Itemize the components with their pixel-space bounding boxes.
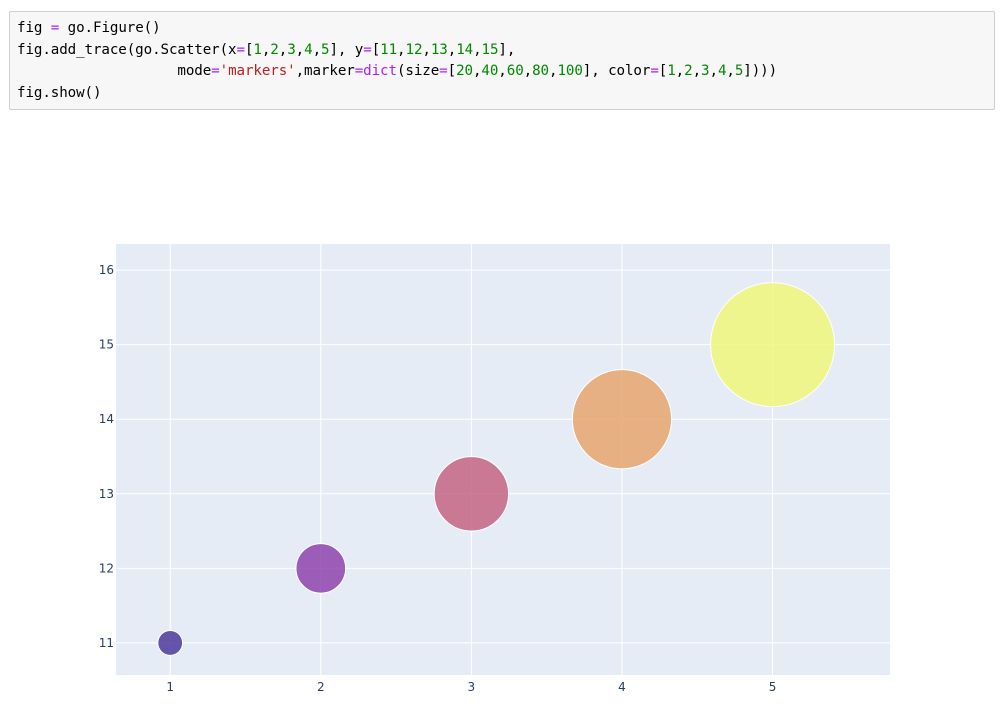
- code-token: 5: [734, 63, 744, 79]
- code-cell[interactable]: fig = go.Figure() fig.add_trace(go.Scatt…: [9, 11, 995, 110]
- y-tick-label: 15: [99, 338, 114, 352]
- code-token: 3: [287, 41, 296, 58]
- code-token: dict: [363, 63, 397, 79]
- code-token: =: [439, 63, 448, 79]
- code-token: ,: [472, 63, 482, 79]
- x-tick-label: 1: [166, 680, 174, 694]
- x-tick-label: 2: [317, 680, 325, 694]
- code-token: fig: [17, 20, 51, 36]
- code-token: ]))): [743, 63, 778, 79]
- code-token: =: [50, 20, 60, 36]
- code-token: [: [371, 41, 381, 58]
- code-token: 3: [701, 63, 710, 79]
- code-token: ,: [278, 41, 288, 58]
- code-token: 1: [253, 41, 262, 58]
- code-token: 12: [405, 41, 423, 58]
- code-token: 2: [270, 41, 279, 58]
- code-token: ,: [422, 41, 431, 58]
- code-token: ,: [548, 63, 558, 79]
- y-tick-label: 13: [99, 487, 114, 501]
- code-token: ,: [473, 41, 482, 58]
- code-token: 40: [481, 63, 499, 79]
- code-token: [: [244, 41, 254, 58]
- x-tick-label: 5: [769, 680, 777, 694]
- code-line: fig = go.Figure(): [17, 20, 161, 36]
- code-token: 14: [456, 41, 474, 58]
- y-tick-label: 11: [99, 636, 114, 650]
- scatter-point[interactable]: [571, 369, 673, 470]
- code-token: ,: [726, 63, 735, 79]
- code-token: 4: [717, 63, 727, 79]
- code-token: ,: [498, 63, 507, 79]
- code-token: mode: [17, 63, 212, 79]
- y-axis-ticks: 11 12 13 14 15 16: [99, 263, 114, 650]
- scatter-points: [157, 282, 836, 656]
- code-token: go.Figure(): [59, 20, 161, 36]
- code-token: =: [211, 63, 220, 79]
- code-token: 'markers': [219, 63, 296, 79]
- code-token: [: [447, 63, 457, 79]
- code-token: =: [236, 41, 245, 58]
- code-token: 15: [481, 41, 499, 58]
- code-token: 11: [380, 41, 398, 58]
- scatter-point[interactable]: [295, 543, 347, 594]
- x-tick-label: 4: [618, 680, 626, 694]
- code-token: 1: [667, 63, 676, 79]
- code-token: ], y: [329, 41, 364, 58]
- y-tick-label: 16: [99, 263, 114, 277]
- code-token: ], color: [582, 63, 651, 79]
- code-token: =: [363, 41, 372, 58]
- code-token: 100: [557, 63, 583, 79]
- code-editor[interactable]: fig = go.Figure() fig.add_trace(go.Scatt…: [17, 18, 777, 104]
- code-token: ,: [295, 41, 305, 58]
- code-token: fig.show(): [17, 84, 102, 101]
- code-token: =: [650, 63, 659, 79]
- code-token: =: [354, 63, 364, 79]
- scatter-point[interactable]: [157, 630, 184, 656]
- code-token: 20: [456, 63, 473, 79]
- code-token: ,: [709, 63, 718, 79]
- x-axis-ticks: 1 2 3 4 5: [166, 680, 776, 694]
- code-token: ,: [675, 63, 685, 79]
- x-tick-label: 3: [468, 680, 476, 694]
- code-token: ],: [498, 41, 516, 58]
- y-tick-label: 14: [99, 412, 114, 426]
- code-token: [: [658, 63, 668, 79]
- code-token: (size: [396, 63, 440, 79]
- code-token: 60: [506, 63, 524, 79]
- code-token: ,marker: [295, 63, 355, 79]
- code-token: ,: [692, 63, 702, 79]
- code-token: 2: [684, 63, 693, 79]
- scatter-point[interactable]: [710, 282, 836, 408]
- code-line: fig.add_trace(go.Scatter(x=[1,2,3,4,5], …: [17, 42, 515, 58]
- code-token: 5: [321, 41, 330, 58]
- code-token: ,: [523, 63, 533, 79]
- code-token: 80: [532, 63, 549, 79]
- code-token: ,: [447, 41, 457, 58]
- code-token: ,: [397, 41, 406, 58]
- code-token: fig.add_trace(go.Scatter(x: [17, 41, 237, 58]
- code-line: mode='markers',marker=dict(size=[20,40,6…: [17, 63, 777, 79]
- code-token: ,: [312, 41, 322, 58]
- code-line: fig.show(): [17, 84, 102, 101]
- scatter-point[interactable]: [433, 456, 510, 532]
- y-tick-label: 12: [99, 561, 114, 575]
- code-token: ,: [261, 41, 271, 58]
- code-token: 4: [304, 41, 313, 58]
- code-token: 13: [430, 41, 448, 58]
